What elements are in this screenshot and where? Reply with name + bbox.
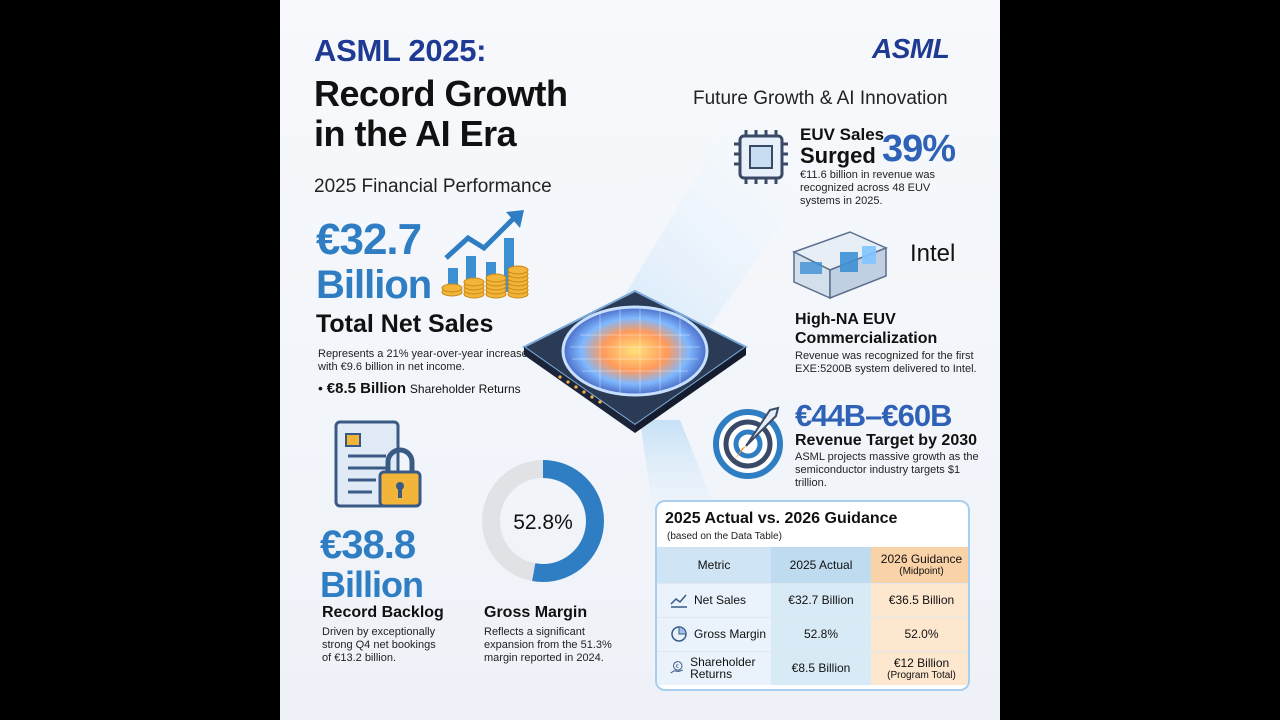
financial-section-title: 2025 Financial Performance: [314, 176, 552, 197]
pie-icon: [671, 626, 687, 642]
backlog-value: €38.8: [320, 523, 416, 567]
euro-hand-icon: €: [670, 661, 683, 674]
metric-name: Gross Margin: [694, 627, 767, 641]
title-line3-text: in the AI Era: [314, 113, 517, 154]
guidance-value: €12 Billion: [893, 655, 950, 670]
page-title-line1: ASML 2025:: [314, 33, 487, 68]
table-row: € Shareholder Returns €8.5 Billion €12 B…: [657, 650, 968, 685]
high-na-title: High-NA EUV Commercialization: [795, 311, 938, 347]
gross-margin-arc: [482, 460, 604, 582]
page-title-line2: Record Growth in the AI Era: [314, 74, 568, 154]
metric-name: Net Sales: [694, 593, 747, 607]
metric-cell: Net Sales: [657, 582, 771, 617]
title-line2-text: Record Growth: [314, 73, 568, 114]
metric-name: Shareholder Returns: [690, 655, 756, 682]
shareholder-returns-label: Shareholder Returns: [409, 382, 521, 396]
header-2025-actual: 2025 Actual: [771, 547, 871, 583]
shareholder-returns-line: • €8.5 Billion Shareholder Returns: [318, 380, 521, 397]
backlog-description: Driven by exceptionally strong Q4 net bo…: [322, 626, 436, 664]
net-sales-value: €32.7: [316, 215, 422, 264]
header-metric: Metric: [657, 547, 771, 583]
table-header-row: Metric 2025 Actual 2026 Guidance (Midpoi…: [657, 547, 968, 583]
bullet: •: [318, 380, 323, 396]
guidance-cell: €36.5 Billion: [871, 582, 968, 617]
document-lock-icon: [334, 420, 422, 508]
revenue-target-value: €44B–€60B: [795, 398, 952, 433]
guidance-cell: €12 Billion (Program Total): [871, 650, 968, 685]
growth-coins-icon: [441, 210, 529, 299]
euv-machine-icon: [792, 231, 888, 300]
header-2026-guidance: 2026 Guidance (Midpoint): [871, 547, 968, 583]
guidance-note: (Program Total): [887, 669, 956, 681]
shareholder-returns-value: €8.5 Billion: [326, 380, 406, 397]
actual-cell: €8.5 Billion: [771, 650, 871, 685]
future-section-title: Future Growth & AI Innovation: [693, 88, 948, 109]
euv-label-line1: EUV Sales: [800, 125, 885, 144]
guidance-table-subtitle: (based on the Data Table): [667, 531, 782, 542]
wafer-chip-illustration: [522, 289, 748, 433]
header-guidance-text: 2026 Guidance: [880, 552, 963, 567]
guidance-cell: 52.0%: [871, 616, 968, 651]
intel-label: Intel: [910, 240, 956, 267]
rocket-target-icon: [713, 406, 783, 479]
asml-logo: ASML: [872, 33, 950, 64]
guidance-table: Metric 2025 Actual 2026 Guidance (Midpoi…: [657, 547, 968, 685]
table-row: Net Sales €32.7 Billion €36.5 Billion: [657, 582, 968, 617]
high-na-description: Revenue was recognized for the first EXE…: [795, 350, 977, 375]
svg-text:€: €: [676, 664, 680, 670]
metric-cell: Gross Margin: [657, 616, 771, 651]
net-sales-description: Represents a 21% year-over-year increase…: [318, 348, 528, 373]
backlog-label: Record Backlog: [322, 604, 444, 621]
euv-description: €11.6 billion in revenue was recognized …: [800, 169, 935, 207]
net-sales-unit: Billion: [316, 263, 432, 307]
gross-margin-value: 52.8%: [513, 511, 573, 534]
revenue-target-label: Revenue Target by 2030: [795, 432, 978, 449]
guidance-table-title: 2025 Actual vs. 2026 Guidance: [665, 510, 898, 527]
euv-label-line2: Surged: [800, 143, 876, 168]
backlog-unit: Billion: [320, 564, 424, 605]
gross-margin-label: Gross Margin: [484, 604, 588, 621]
metric-cell: € Shareholder Returns: [657, 650, 771, 685]
header-guidance-note: (Midpoint): [899, 566, 944, 578]
revenue-target-description: ASML projects massive growth as the semi…: [795, 451, 979, 489]
chart-icon: [670, 594, 687, 608]
actual-cell: 52.8%: [771, 616, 871, 651]
guidance-table-card: 2025 Actual vs. 2026 Guidance (based on …: [655, 500, 970, 691]
table-row: Gross Margin 52.8% 52.0%: [657, 616, 968, 651]
gross-margin-description: Reflects a significant expansion from th…: [484, 626, 612, 664]
net-sales-label: Total Net Sales: [316, 310, 494, 338]
infographic-panel: ASML 2025: Record Growth in the AI Era A…: [280, 0, 1000, 720]
actual-cell: €32.7 Billion: [771, 582, 871, 617]
chip-icon: [734, 130, 788, 184]
euv-growth-percent: 39%: [882, 128, 956, 170]
gross-margin-ring: [482, 460, 604, 582]
